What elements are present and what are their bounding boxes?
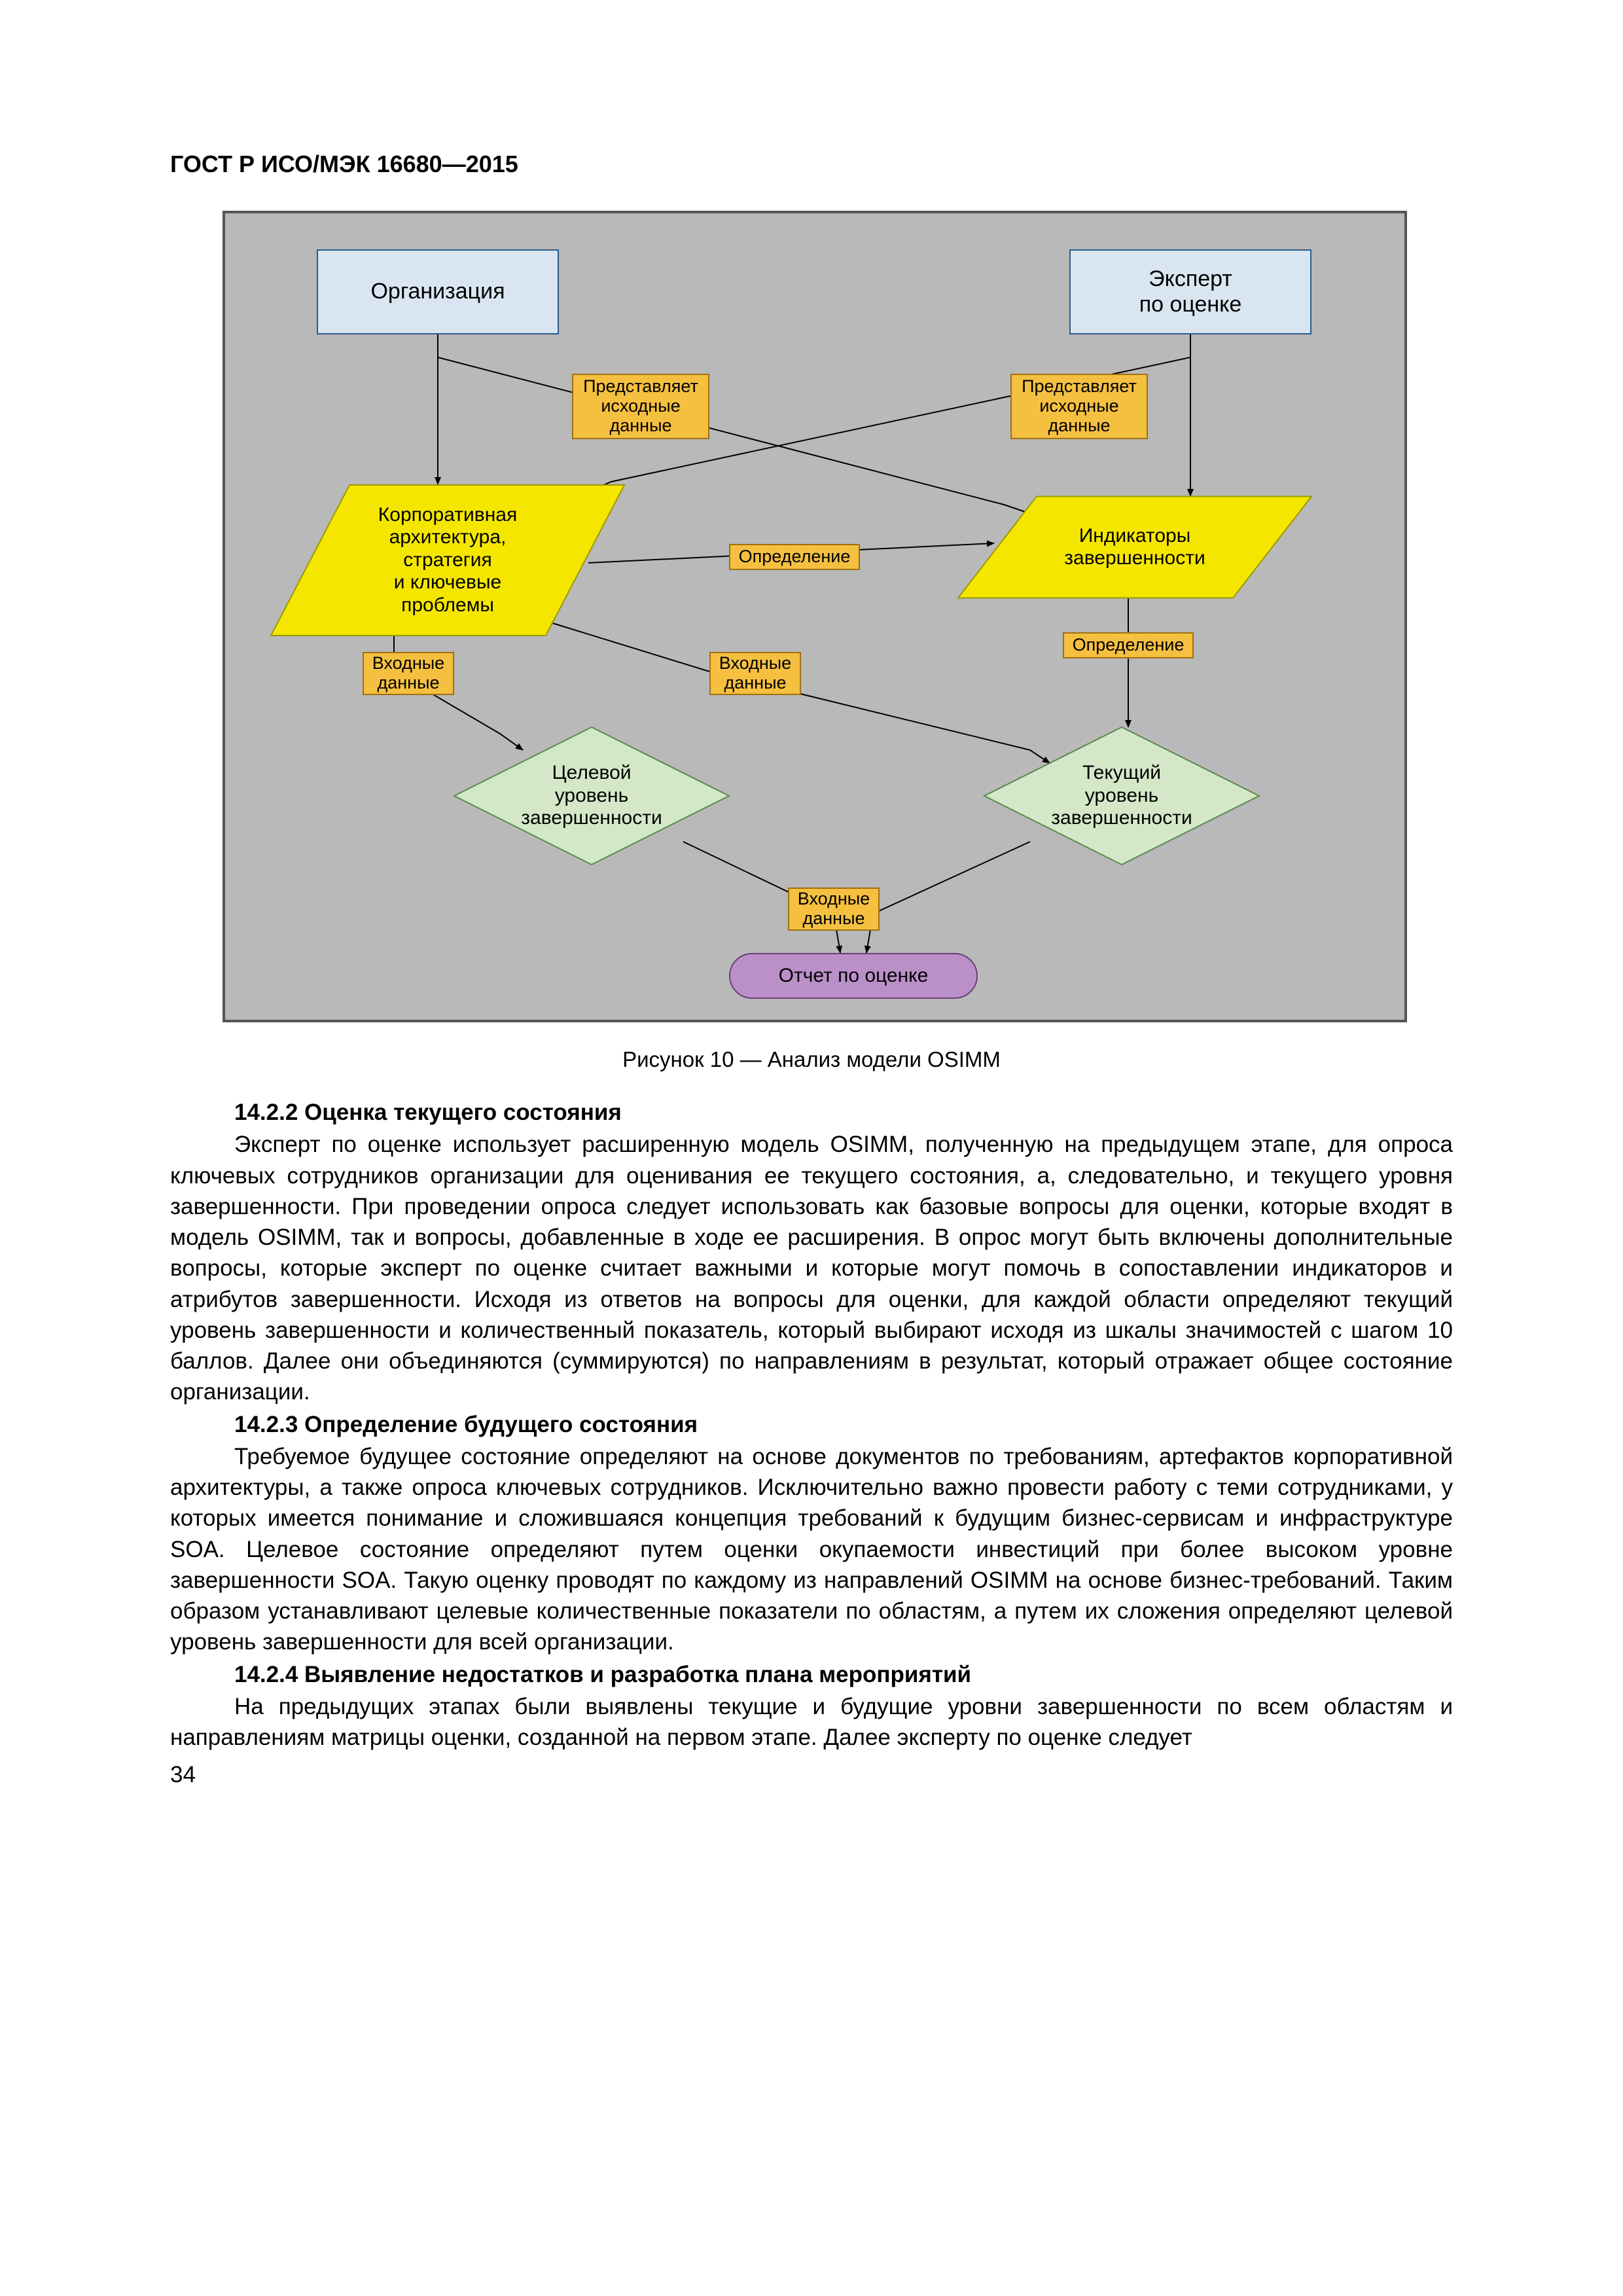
section-heading-1: 14.2.2 Оценка текущего состояния: [234, 1097, 1453, 1128]
section-heading-2: 14.2.3 Определение будущего состояния: [234, 1409, 1453, 1440]
flowchart: ОрганизацияЭкспертпо оценкеКорпоративная…: [225, 213, 1404, 1020]
section-text-2: Требуемое будущее состояние определяют н…: [170, 1441, 1453, 1658]
edge-label-l7: Входныеданные: [788, 888, 880, 931]
rect-expert: Экспертпо оценке: [1069, 249, 1311, 334]
edge-label-l4: Определение: [1063, 632, 1194, 658]
section-heading-3: 14.2.4 Выявление недостатков и разработк…: [234, 1659, 1453, 1690]
page: ГОСТ Р ИСО/МЭК 16680—2015 Организация Экс…: [170, 151, 1453, 1788]
edge-label-l5: Входныеданные: [363, 652, 454, 695]
section-text-1: Эксперт по оценке использует расширенную…: [170, 1129, 1453, 1407]
section-text-3: На предыдущих этапах были выявлены текущ…: [170, 1691, 1453, 1753]
figure-caption: Рисунок 10 — Анализ модели OSIMM: [170, 1047, 1453, 1072]
arrow-9: [866, 842, 1030, 953]
edge-label-l3: Определение: [729, 544, 860, 570]
document-header: ГОСТ Р ИСО/МЭК 16680—2015: [170, 151, 1453, 178]
page-number: 34: [170, 1762, 1453, 1788]
arrow-7: [552, 623, 1050, 763]
terminator: Отчет по оценке: [729, 953, 978, 999]
edge-label-l6: Входныеданные: [709, 652, 801, 695]
parallelogram-arch: [271, 485, 624, 636]
rect-org: Организация: [317, 249, 559, 334]
parallelogram-ind: [958, 497, 1311, 598]
figure-frame: ОрганизацияЭкспертпо оценкеКорпоративная…: [223, 211, 1407, 1022]
edge-label-l1: Представляетисходныеданные: [572, 374, 709, 439]
edge-label-l2: Представляетисходныеданные: [1010, 374, 1148, 439]
